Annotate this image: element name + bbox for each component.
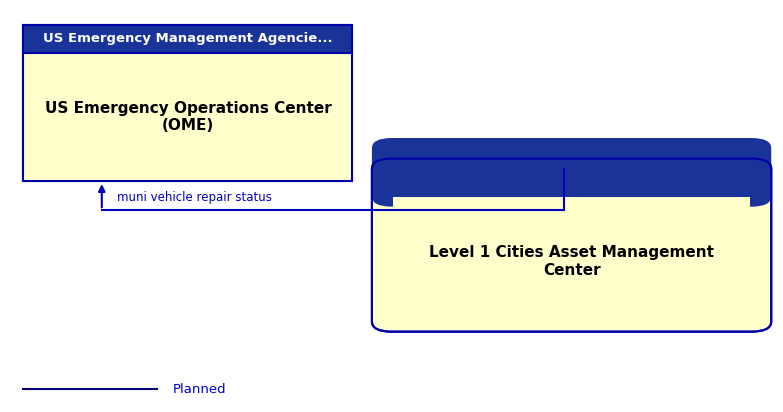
Bar	[23, 25, 352, 53]
Bar	[393, 182, 750, 197]
Text: US Emergency Operations Center
(OME): US Emergency Operations Center (OME)	[45, 101, 331, 133]
Bar	[23, 53, 352, 181]
Text: Planned: Planned	[172, 383, 226, 396]
Text: Level 1 Cities Asset Management
Center: Level 1 Cities Asset Management Center	[429, 245, 714, 278]
FancyBboxPatch shape	[372, 138, 771, 207]
Bar	[393, 197, 750, 321]
Bar	[23, 25, 352, 181]
Text: US Emergency Management Agencie...: US Emergency Management Agencie...	[43, 32, 333, 45]
Text: muni vehicle repair status: muni vehicle repair status	[117, 191, 272, 204]
Bar	[23, 25, 352, 181]
FancyBboxPatch shape	[372, 159, 771, 332]
